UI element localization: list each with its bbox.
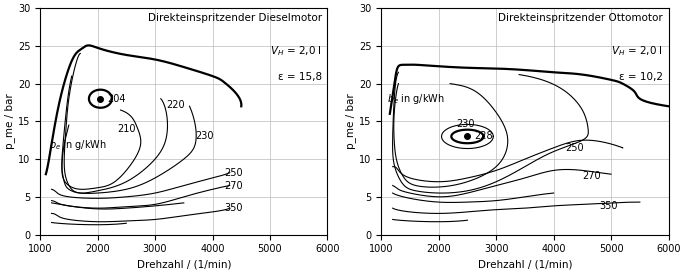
Text: 230: 230 (456, 119, 475, 129)
Text: Direkteinspritzender Ottomotor: Direkteinspritzender Ottomotor (498, 13, 663, 23)
Y-axis label: p_me / bar: p_me / bar (4, 93, 15, 149)
Text: 350: 350 (599, 201, 618, 211)
Text: 204: 204 (108, 94, 126, 104)
Text: 270: 270 (582, 171, 601, 181)
Text: ε = 15,8: ε = 15,8 (277, 72, 322, 82)
Text: $b_e$ in g/kWh: $b_e$ in g/kWh (387, 93, 445, 107)
Text: $b_e$ in g/kWh: $b_e$ in g/kWh (49, 138, 107, 152)
Text: 270: 270 (224, 181, 242, 191)
X-axis label: Drehzahl / (1/min): Drehzahl / (1/min) (136, 260, 231, 270)
Text: 350: 350 (224, 203, 242, 213)
Y-axis label: p_me / bar: p_me / bar (345, 93, 356, 149)
Text: $V_H$ = 2,0 l: $V_H$ = 2,0 l (611, 44, 663, 58)
Text: 210: 210 (118, 124, 136, 134)
X-axis label: Drehzahl / (1/min): Drehzahl / (1/min) (477, 260, 572, 270)
Text: 250: 250 (224, 168, 242, 178)
Text: ε = 10,2: ε = 10,2 (619, 72, 663, 82)
Text: 230: 230 (195, 132, 214, 141)
Text: 228: 228 (474, 132, 493, 141)
Text: $V_H$ = 2,0 l: $V_H$ = 2,0 l (270, 44, 322, 58)
Text: Direkteinspritzender Dieselmotor: Direkteinspritzender Dieselmotor (147, 13, 322, 23)
Text: 220: 220 (166, 100, 185, 110)
Text: 250: 250 (565, 143, 584, 153)
